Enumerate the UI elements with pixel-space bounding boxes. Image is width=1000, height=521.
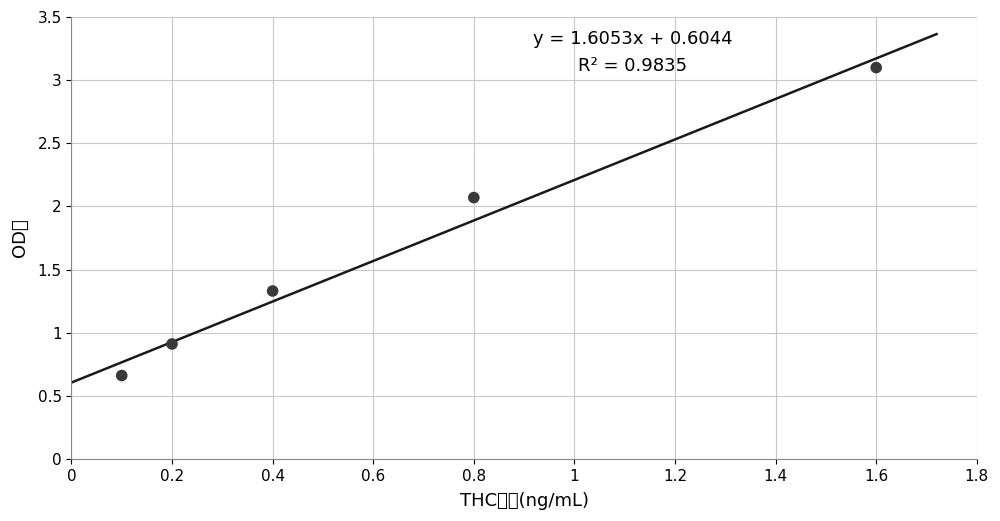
Text: y = 1.6053x + 0.6044
R² = 0.9835: y = 1.6053x + 0.6044 R² = 0.9835 — [533, 30, 733, 75]
Point — [265, 287, 281, 295]
Point — [164, 340, 180, 348]
X-axis label: THC浓度(ng/mL): THC浓度(ng/mL) — [460, 492, 589, 510]
Point — [466, 193, 482, 202]
Point — [114, 371, 130, 380]
Y-axis label: OD値: OD値 — [11, 219, 29, 257]
Point — [868, 64, 884, 72]
